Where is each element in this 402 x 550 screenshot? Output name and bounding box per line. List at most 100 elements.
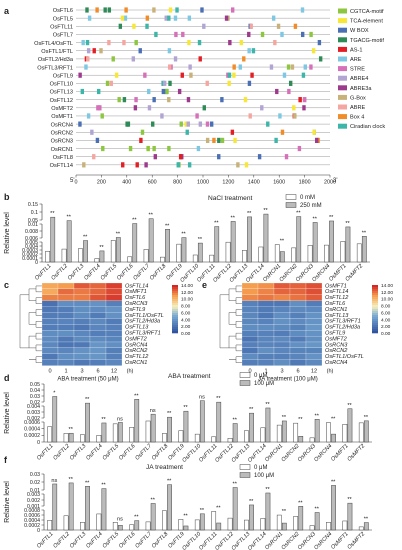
bar-control <box>211 436 217 443</box>
gene-tick-label: OsFTL2 <box>50 263 69 282</box>
bar-treatment <box>298 506 304 531</box>
legend-label: 0 mM <box>300 195 315 201</box>
cis-element <box>80 88 85 95</box>
colorbar-label: 8.00 <box>181 304 191 310</box>
bar-control <box>112 522 118 531</box>
y-tick-label: 0 <box>37 528 40 534</box>
cis-element <box>168 80 172 86</box>
colorbar-step <box>372 309 378 312</box>
chart-title: ABA treatment <box>168 373 211 380</box>
heatmap-cell <box>289 282 307 290</box>
gene-label: OsRCN1 <box>51 147 73 153</box>
panel-f-label: f <box>4 455 8 465</box>
heatmap-row-label: OsFTL6 <box>125 295 146 301</box>
cis-element <box>293 23 298 29</box>
cis-element <box>111 56 115 62</box>
heatmap-row-label: OsFTL14 <box>125 283 148 289</box>
heatmap-cell <box>73 282 91 290</box>
cis-element <box>178 154 183 160</box>
cis-element <box>133 105 138 111</box>
significance-mark: ** <box>85 397 90 403</box>
cis-element <box>173 15 178 21</box>
bar-control <box>178 430 184 443</box>
heatmap-cell <box>73 330 91 337</box>
heatmap-cell <box>41 359 59 366</box>
bar-treatment <box>230 221 236 263</box>
legend-swatch <box>338 46 347 52</box>
bar-control <box>358 526 364 531</box>
cis-element <box>90 129 94 135</box>
cis-element <box>78 121 82 127</box>
cis-element <box>147 88 151 95</box>
cis-element <box>151 121 155 127</box>
bar-treatment <box>150 503 156 531</box>
cis-element <box>82 162 86 168</box>
heatmap-cell <box>57 306 75 313</box>
colorbar-step <box>372 289 378 292</box>
y-tick-label: 0.15 <box>28 202 38 208</box>
significance-mark: ** <box>216 396 221 402</box>
heatmap-cell <box>273 288 291 295</box>
heatmap-row-label: OsRCN3 <box>125 301 148 307</box>
legend-label: 100 μM <box>254 381 274 387</box>
colorbar-label: 4.00 <box>381 317 391 323</box>
bar-control <box>225 241 231 263</box>
bar-treatment <box>134 399 140 443</box>
heatmap-cell <box>273 347 291 354</box>
heatmap-cell <box>273 359 291 366</box>
cis-element <box>85 7 89 13</box>
legend-label: ARE <box>350 57 362 63</box>
heatmap-cell <box>105 336 123 343</box>
cis-element <box>220 97 224 103</box>
heatmap-row-label: OsFTL3/RFT1 <box>125 331 161 337</box>
dendrogram-branch <box>228 288 236 301</box>
bar-control <box>145 420 151 443</box>
heatmap-cell <box>41 347 59 354</box>
cis-element <box>153 154 158 160</box>
heatmap-x-tick: (h) <box>127 369 134 375</box>
cis-element <box>202 105 206 111</box>
cis-element <box>99 48 103 54</box>
bar-treatment <box>232 423 238 443</box>
axis-tick-label: 600 <box>148 180 157 186</box>
cis-element <box>167 145 171 152</box>
cis-element <box>164 15 168 21</box>
ja-heatmap: OsMFT1OsFTL14OsFTL12OsFTL6OsRCN1OsFTL13O… <box>219 282 393 383</box>
heatmap-cell <box>41 330 59 337</box>
heatmap-cell <box>89 312 107 319</box>
cis-element <box>227 72 232 78</box>
bar-treatment <box>249 412 254 443</box>
heatmap-cell <box>241 347 259 354</box>
significance-mark: ** <box>183 405 188 411</box>
cis-element <box>292 105 296 111</box>
cis-element <box>282 72 287 78</box>
cis-element <box>162 80 167 86</box>
nacl-bar-chart: Relative level NaCl treatment 0 mM 250 mM 0.… <box>4 194 370 284</box>
bar-treatment <box>247 216 252 263</box>
heatmap-cell <box>273 336 291 343</box>
gene-label: OsFTL10 <box>50 82 73 88</box>
heatmap-cell <box>105 347 123 354</box>
gene-tick-label: OsFTL1 <box>34 263 53 282</box>
cis-element <box>233 137 237 143</box>
heatmap-cell <box>305 347 323 354</box>
significance-mark: ** <box>282 415 287 421</box>
significance-mark: ** <box>50 211 55 217</box>
axis-tick-label: 2000 <box>324 180 336 186</box>
y-tick-label: 0.001 <box>27 504 40 510</box>
heatmap-cell <box>41 288 59 295</box>
bar-treatment <box>314 512 320 531</box>
bar-treatment <box>312 222 318 263</box>
significance-mark: ns <box>150 408 156 414</box>
heatmap-cell <box>257 353 275 360</box>
ja-bar-chart: Relative level JA treatment 0 μM 100 μM 0.03… <box>4 464 372 550</box>
cis-element <box>243 97 248 103</box>
heatmap-cell <box>257 288 275 295</box>
colorbar-label: 2.00 <box>181 324 191 330</box>
heatmap-cell <box>105 312 123 319</box>
bar-treatment <box>117 525 123 531</box>
colorbar-step <box>172 297 178 300</box>
cis-element <box>184 121 188 127</box>
bar-control <box>47 520 53 531</box>
heatmap-cell <box>241 318 259 325</box>
